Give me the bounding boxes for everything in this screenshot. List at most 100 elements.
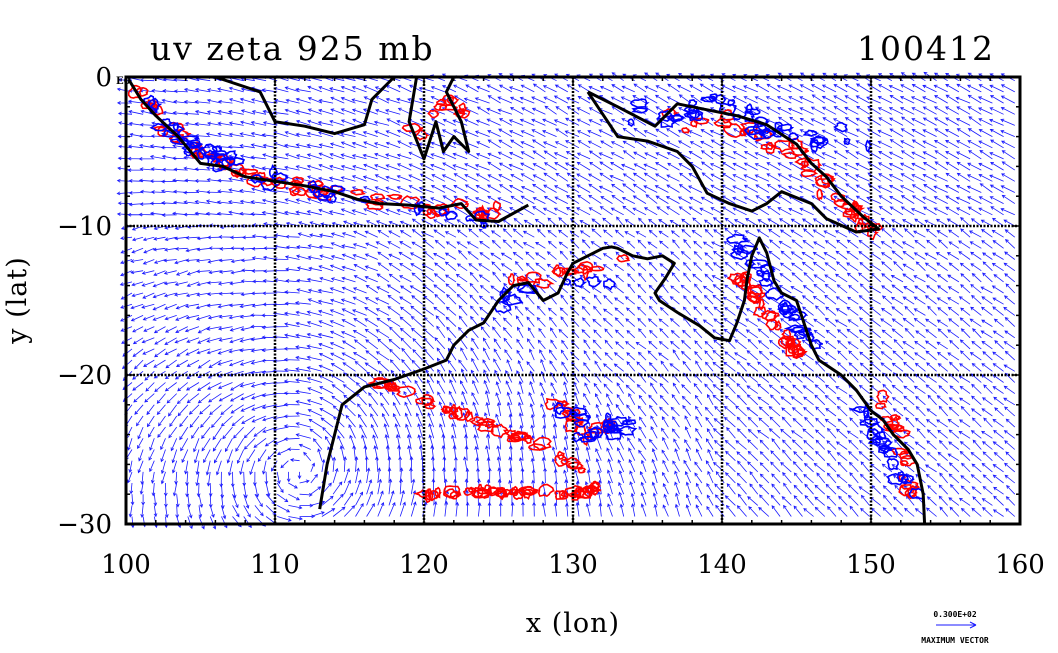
wind-vector: [251, 246, 267, 251]
wind-vector: [655, 162, 669, 171]
wind-vector: [934, 95, 948, 104]
wind-vector: [759, 494, 770, 506]
wind-vector: [624, 231, 635, 238]
wind-vector: [771, 473, 781, 484]
wind-vector: [725, 450, 736, 461]
wind-vector: [801, 261, 814, 272]
wind-vector: [661, 283, 669, 294]
wind-vector: [329, 164, 345, 171]
wind-vector: [704, 383, 714, 394]
wind-vector: [704, 340, 714, 350]
wind-vector: [194, 179, 211, 183]
wind-vector: [948, 462, 960, 473]
wind-vector: [913, 296, 926, 305]
wind-vector: [576, 107, 591, 115]
wind-vector: [693, 328, 703, 339]
wind-vector: [826, 462, 837, 473]
wind-vector: [197, 359, 211, 369]
wind-vector: [967, 128, 982, 137]
wind-vector: [127, 168, 144, 172]
wind-vector: [968, 230, 982, 238]
wind-vector: [814, 496, 826, 506]
coastlines: [127, 75, 927, 525]
wind-vector: [132, 326, 144, 333]
wind-vector: [712, 262, 725, 272]
wind-vector: [340, 208, 356, 216]
wind-vector: [205, 132, 222, 137]
wind-vector: [514, 260, 524, 271]
wind-vector: [563, 446, 569, 461]
wind-vector: [555, 172, 569, 182]
wind-vector: [487, 139, 501, 149]
wind-vector: [778, 284, 792, 294]
wind-vector: [306, 399, 323, 406]
wind-vector: [836, 485, 848, 495]
wind-vector: [340, 331, 356, 339]
wind-vector: [826, 495, 837, 506]
wind-vector: [296, 288, 311, 294]
wind-vector: [982, 252, 993, 260]
wind-vector: [766, 83, 781, 93]
wind-vector: [757, 429, 770, 439]
wind-vector: [637, 306, 647, 316]
wind-vector: [508, 456, 513, 472]
wind-vector: [780, 372, 792, 383]
wind-vector: [833, 172, 848, 182]
wind-vector: [604, 328, 613, 339]
wind-vector: [602, 253, 613, 260]
max-vector-label: MAXIMUM VECTOR: [921, 636, 989, 645]
wind-vector: [938, 484, 948, 495]
wind-vector: [844, 106, 859, 115]
wind-vector: [491, 230, 501, 238]
wind-vector: [614, 317, 624, 327]
wind-vector: [553, 119, 568, 126]
vorticity-contour: [444, 210, 458, 221]
wind-vector: [532, 197, 546, 204]
wind-vector: [520, 186, 535, 193]
wind-vector: [602, 217, 613, 227]
wind-vector: [375, 351, 390, 361]
wind-vector: [320, 417, 334, 428]
wind-vector: [666, 96, 680, 104]
wind-vector: [911, 107, 926, 115]
wind-vector: [318, 208, 334, 216]
wind-vector: [209, 404, 222, 416]
wind-vector: [175, 359, 189, 368]
vorticity-contour: [424, 488, 435, 501]
wind-vector: [799, 185, 814, 193]
wind-vector: [295, 109, 311, 115]
wind-vector: [470, 369, 479, 383]
wind-vector: [130, 259, 144, 263]
wind-vector: [283, 357, 300, 362]
wind-vector: [228, 303, 244, 308]
wind-vector: [590, 241, 602, 249]
wind-vector: [340, 141, 356, 149]
wind-vector: [183, 200, 200, 205]
wind-vector: [866, 207, 881, 216]
wind-vector: [682, 360, 692, 372]
wind-vector: [206, 110, 222, 115]
wind-vector: [992, 306, 1004, 316]
wind-vector: [637, 283, 647, 294]
wind-vector: [482, 337, 490, 350]
wind-vector: [694, 394, 703, 406]
wind-vector: [520, 195, 535, 204]
wind-vector: [881, 261, 893, 272]
wind-vector: [993, 451, 1004, 461]
wind-vector: [638, 425, 647, 439]
wind-vector: [638, 437, 647, 450]
wind-vector: [318, 265, 334, 272]
wind-vector: [927, 305, 937, 316]
wind-vector: [445, 241, 457, 249]
wind-vector: [286, 471, 291, 483]
wind-vector: [283, 346, 300, 351]
wind-vector: [1005, 496, 1016, 506]
wind-vector: [1005, 418, 1016, 428]
wind-vector: [387, 456, 392, 472]
wind-vector: [958, 375, 971, 383]
wind-vector: [218, 270, 233, 274]
wind-vector: [780, 250, 792, 260]
wind-vector: [239, 132, 255, 137]
wind-vector: [391, 391, 401, 406]
wind-vector: [549, 360, 557, 372]
